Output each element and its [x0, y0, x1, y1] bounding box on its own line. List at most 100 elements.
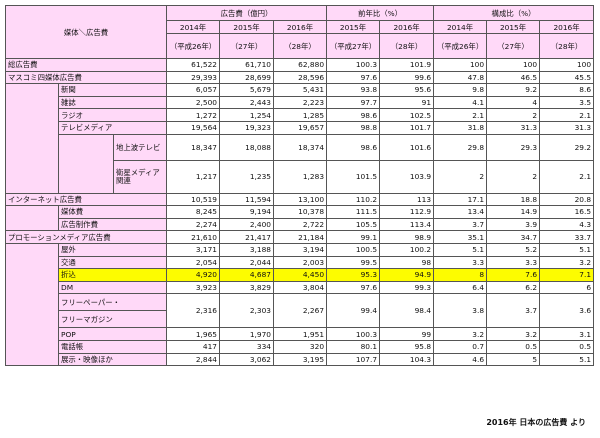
table-row: 総広告費 61,522 61,710 62,880 100.3 101.9 10… [5, 58, 595, 72]
row-label: 総広告費 [5, 58, 167, 72]
era-header: （27年） [486, 33, 541, 59]
cell: 31.8 [433, 120, 488, 135]
cell: 101.7 [379, 120, 435, 135]
cell: 21,610 [166, 230, 220, 244]
cell: 1,285 [272, 108, 328, 122]
cell: 3.5 [539, 95, 595, 110]
cell: 45.5 [539, 70, 595, 85]
table-row: マスコミ四媒体広告費 29,393 28,699 28,596 97.6 99.… [5, 70, 595, 85]
cell: 2.1 [539, 108, 595, 122]
row-label: インターネット広告費 [5, 192, 167, 207]
era-header: （平成26年） [433, 33, 488, 59]
cell: 6.4 [433, 280, 488, 295]
group-header-expense: 広告費（億円） [165, 5, 328, 21]
cell: 1,217 [166, 159, 220, 194]
cell: 16.5 [539, 205, 595, 219]
cell: 7.1 [539, 268, 595, 282]
cell: 1,254 [219, 108, 274, 122]
cell: 1,283 [272, 159, 328, 194]
cell: 100 [486, 58, 541, 72]
indent-spacer [5, 242, 59, 367]
cell: 6.2 [486, 280, 541, 295]
year-header: 2015年 [219, 20, 274, 34]
cell: 5.1 [539, 242, 595, 257]
cell: 99.3 [379, 280, 435, 295]
table-row: テレビメディア 19,564 19,323 19,657 98.8 101.7 … [6, 120, 595, 135]
cell: 28,596 [272, 70, 328, 85]
table-row: フリーペーパー・ 2,316 2,303 2,267 99.4 98.4 3.8… [6, 293, 595, 329]
cell: 3.2 [433, 327, 488, 341]
row-label: POP [58, 327, 167, 341]
cell: 101.9 [379, 58, 435, 72]
cell: 11,594 [219, 192, 274, 207]
cell: 46.5 [486, 70, 541, 85]
cell: 102.5 [379, 108, 435, 122]
cell: 2,316 [166, 293, 220, 329]
cell: 62,880 [272, 58, 328, 72]
cell: 3,804 [272, 280, 328, 295]
cell: 101.5 [326, 159, 381, 194]
row-label: 媒体費 [58, 205, 167, 219]
cell: 1,951 [272, 327, 328, 341]
indent-spacer [5, 83, 59, 194]
cell: 18,088 [219, 133, 274, 161]
cell: 3.3 [433, 255, 488, 270]
table-row: DM 3,923 3,829 3,804 97.6 99.3 6.4 6.2 6 [6, 280, 595, 295]
cell: 3.9 [486, 217, 541, 232]
year-header: 2014年 [433, 20, 488, 34]
cell: 99.1 [326, 230, 381, 244]
cell: 0.5 [539, 339, 595, 354]
cell: 93.8 [326, 83, 381, 97]
row-label: マスコミ四媒体広告費 [5, 70, 167, 85]
cell: 113 [379, 192, 435, 207]
cell: 113.4 [379, 217, 435, 232]
source-caption: 2016年 日本の広告費 より [486, 418, 586, 427]
cell: 4 [486, 95, 541, 110]
table-row: 広告制作費 2,274 2,400 2,722 105.5 113.4 3.7 … [6, 217, 595, 232]
cell: 2 [486, 108, 541, 122]
row-label: ラジオ [58, 108, 167, 122]
indent-spacer [58, 133, 114, 194]
year-header: 2015年 [486, 20, 541, 34]
cell: 6 [539, 280, 595, 295]
cell: 5,679 [219, 83, 274, 97]
row-label: 電話帳 [58, 339, 167, 354]
cell: 3.2 [539, 255, 595, 270]
cell: 91 [379, 95, 435, 110]
cell: 9.8 [433, 83, 488, 97]
cell: 5.2 [486, 242, 541, 257]
era-header: （平成27年） [326, 33, 381, 59]
row-label: 衛星メディア関連 [113, 159, 167, 194]
cell: 112.9 [379, 205, 435, 219]
cell: 8.6 [539, 83, 595, 97]
group-header-share: 構成比（%） [433, 5, 595, 21]
cell: 5 [486, 352, 541, 367]
cell: 3.7 [486, 293, 541, 329]
table-row: 交通 2,054 2,044 2,003 99.5 98 3.3 3.3 3.2 [6, 255, 595, 270]
cell: 97.6 [326, 70, 381, 85]
row-label: DM [58, 280, 167, 295]
cell: 100 [433, 58, 488, 72]
cell: 98.8 [326, 120, 381, 135]
cell: 4.3 [539, 217, 595, 232]
cell: 2,303 [219, 293, 274, 329]
ad-expenditure-table: 媒体＼広告費 広告費（億円） 前年比（%） 構成比（%） 2014年 2015年… [5, 5, 595, 367]
cell: 98.6 [326, 133, 381, 161]
table-row: ラジオ 1,272 1,254 1,285 98.6 102.5 2.1 2 2… [6, 108, 595, 122]
cell: 35.1 [433, 230, 488, 244]
table-row-continued: フリーマガジン [6, 310, 594, 329]
cell: 14.9 [486, 205, 541, 219]
cell: 0.7 [433, 339, 488, 354]
cell: 19,564 [166, 120, 220, 135]
cell: 3.8 [433, 293, 488, 329]
cell: 13.4 [433, 205, 488, 219]
cell: 61,710 [219, 58, 274, 72]
cell: 3,062 [219, 352, 274, 367]
cell: 4,920 [166, 268, 220, 282]
era-header: （28年） [539, 33, 595, 59]
table-row: 屋外 3,171 3,188 3,194 100.5 100.2 5.1 5.2… [5, 242, 595, 367]
cell: 1,965 [166, 327, 220, 341]
cell: 95.6 [379, 83, 435, 97]
cell: 111.5 [326, 205, 381, 219]
cell: 3.6 [539, 293, 595, 329]
